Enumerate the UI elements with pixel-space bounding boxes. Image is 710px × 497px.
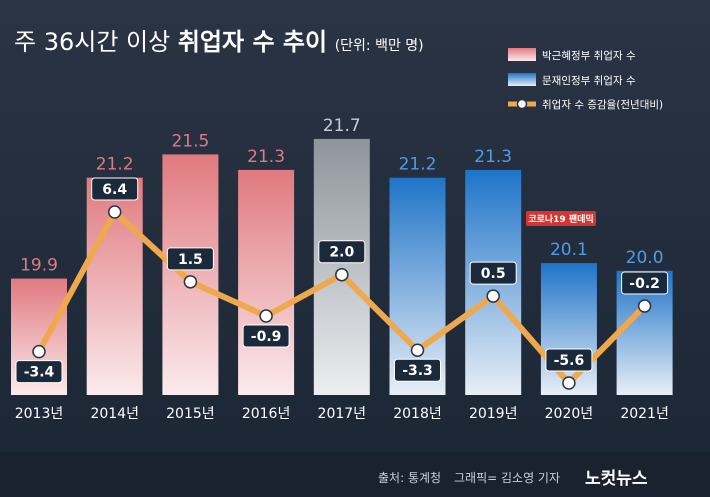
- legend-swatch-marker: [516, 98, 528, 110]
- x-axis-labels: 2013년 2014년 2015년 2016년 2017년 2018년 2019년 2020년…: [15, 406, 669, 422]
- chart-title: 주 36시간 이상 취업자 수 추이 (단위: 백만 명): [14, 28, 424, 56]
- rate-label-box-1: [91, 177, 139, 201]
- rate-point-7: [562, 376, 576, 390]
- rate-label-box-3: [242, 324, 290, 348]
- rate-point-4: [335, 267, 349, 282]
- legend-swatch-moon: [508, 73, 536, 86]
- rate-label-6: 0.5: [481, 266, 506, 282]
- bar-value-label-1: 21.2: [96, 155, 134, 175]
- x-tick-label-1: 2014년: [90, 406, 139, 422]
- rate-point-6: [486, 289, 500, 303]
- legend-swatch-park: [508, 48, 536, 61]
- rate-label-box-4: [318, 240, 366, 264]
- rate-point-3: [259, 309, 273, 323]
- rate-point-8: [637, 299, 652, 313]
- title-prefix: 주 36시간 이상: [14, 28, 170, 56]
- annotation-box: [526, 211, 596, 226]
- rate-label-2: 1.5: [178, 252, 203, 268]
- rate-point-1: [107, 205, 122, 219]
- title-bold: 취업자 수 추이: [178, 28, 327, 56]
- annotation-text: 코로나19 팬데믹: [528, 213, 593, 225]
- rate-label-box-7: [545, 348, 593, 372]
- x-tick-label-8: 2021년: [620, 406, 669, 422]
- rate-label-5: -3.3: [402, 363, 433, 379]
- bar-value-label-6: 21.3: [474, 147, 512, 167]
- bar-value-label-8: 20.0: [626, 248, 664, 268]
- rate-line-layer: -3.4 6.4 1.5 -0.9 2.0 -3.3 0.5 -5.6 -0.2: [15, 177, 669, 390]
- bar-value-label-4: 21.7: [323, 116, 361, 136]
- legend: 박근혜정부 취업자 수 문재인정부 취업자 수 취업자 수 증감율(전년대비): [508, 48, 663, 111]
- title-unit: (단위: 백만 명): [335, 38, 424, 54]
- bar-3: [238, 169, 295, 395]
- x-tick-label-6: 2019년: [469, 406, 518, 422]
- x-tick-label-5: 2018년: [393, 406, 442, 422]
- rate-label-box-8: [621, 271, 669, 295]
- rate-label-box-0: [15, 360, 63, 384]
- rate-label-3: -0.9: [251, 329, 282, 345]
- bar-value-label-7: 20.1: [550, 240, 588, 260]
- legend-label-park: 박근혜정부 취업자 수: [542, 49, 636, 62]
- legend-label-rate: 취업자 수 증감율(전년대비): [542, 98, 663, 111]
- footer-band: [0, 452, 710, 497]
- bar-value-label-2: 21.5: [171, 131, 209, 151]
- x-tick-label-4: 2017년: [318, 406, 367, 422]
- rate-label-4: 2.0: [329, 245, 354, 261]
- rate-label-box-5: [394, 358, 441, 382]
- bar-4: [313, 138, 370, 395]
- bar-value-label-0: 19.9: [20, 256, 58, 276]
- rate-label-1: 6.4: [102, 182, 127, 198]
- bar-2: [162, 154, 219, 395]
- rate-label-box-2: [166, 247, 214, 271]
- x-tick-label-3: 2016년: [242, 406, 291, 422]
- bar-labels-layer: 19.9 21.2 21.5 21.3 21.7 21.2 21.3 20.1 20.0: [20, 116, 663, 276]
- legend-label-moon: 문재인정부 취업자 수: [542, 74, 636, 87]
- rate-label-box-6: [469, 261, 517, 285]
- credit-text: 그래픽= 김소영 기자: [454, 471, 560, 485]
- source-text: 출처: 통계청: [378, 471, 441, 485]
- rate-point-0: [32, 344, 46, 359]
- pandemic-annotation: 코로나19 팬데믹: [526, 211, 596, 226]
- x-tick-label-0: 2013년: [15, 406, 64, 422]
- bar-value-label-3: 21.3: [247, 147, 285, 167]
- bar-7: [540, 263, 597, 395]
- logo: 노컷뉴스: [585, 469, 648, 489]
- rate-label-7: -5.6: [554, 353, 585, 369]
- x-tick-label-2: 2015년: [166, 406, 215, 422]
- rate-label-0: -3.4: [24, 365, 55, 381]
- x-tick-label-7: 2020년: [545, 406, 594, 422]
- bar-value-label-5: 21.2: [399, 155, 437, 175]
- rate-point-2: [183, 275, 198, 289]
- rate-label-8: -0.2: [629, 276, 660, 292]
- rate-point-5: [410, 343, 425, 357]
